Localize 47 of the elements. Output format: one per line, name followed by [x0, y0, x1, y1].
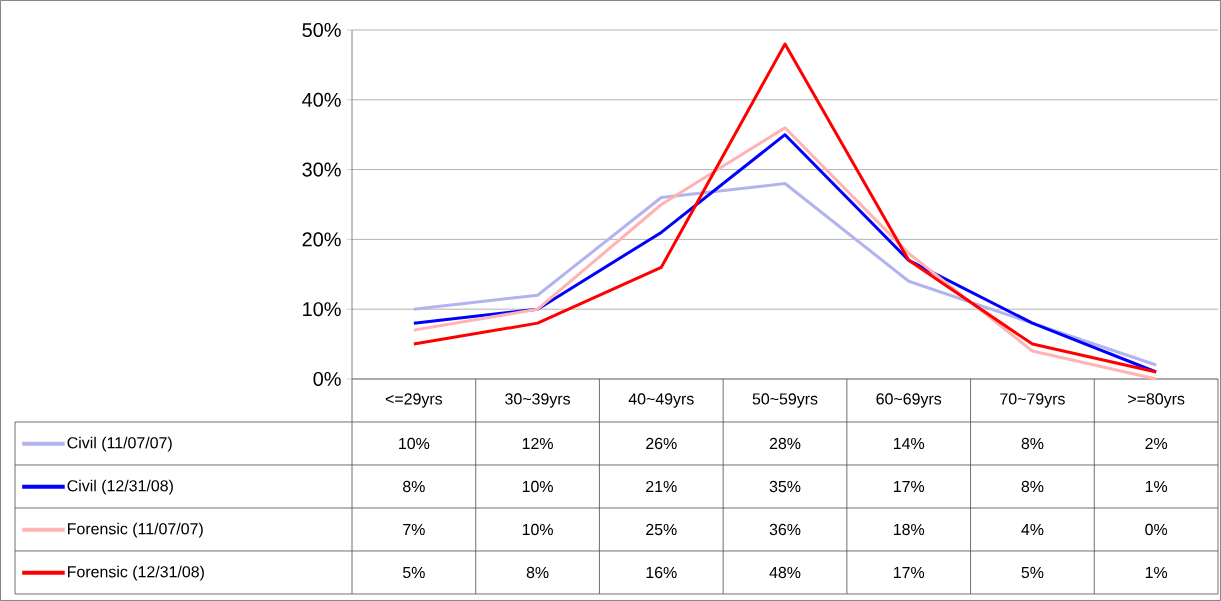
data-label: 10% [522, 480, 553, 493]
data-label: 28% [769, 437, 801, 450]
y-tick-label: 40% [302, 92, 341, 107]
data-label: 16% [646, 566, 677, 579]
data-label: 26% [646, 437, 677, 450]
data-label: 17% [893, 566, 925, 579]
data-label: 2% [1145, 437, 1168, 450]
data-label: 5% [1021, 566, 1044, 579]
data-label: 17% [893, 480, 925, 493]
data-label: 14% [893, 437, 925, 450]
data-label: 10% [522, 523, 553, 536]
data-label: 36% [769, 523, 801, 536]
data-label: 18% [893, 523, 925, 536]
legend-label: Civil (12/31/08) [67, 479, 173, 495]
legend-label: Civil (11/07/07) [67, 436, 172, 452]
data-label: 8% [403, 480, 425, 493]
data-label: 35% [769, 480, 801, 493]
y-tick-label: 30% [302, 162, 341, 177]
data-label: 10% [399, 437, 430, 450]
x-tick-label: 70~79yrs [1000, 393, 1065, 408]
line-series [412, 42, 1158, 374]
data-label: 8% [1021, 437, 1044, 450]
line-series [412, 182, 1158, 367]
x-tick-label: 60~69yrs [876, 393, 942, 408]
legend-label: Forensic (11/07/07) [68, 522, 203, 538]
data-label: 4% [1021, 523, 1044, 536]
legend-label: Forensic (12/31/08) [68, 565, 204, 581]
data-label: 1% [1145, 566, 1168, 579]
data-label: 1% [1145, 480, 1168, 493]
data-label: 0% [1145, 523, 1168, 536]
data-label: 8% [526, 566, 549, 579]
x-tick-label: 50~59yrs [752, 393, 818, 408]
x-tick-label: >=80yrs [1128, 393, 1185, 408]
data-label: 48% [769, 566, 801, 579]
data-label: 12% [522, 437, 553, 450]
data-label: 5% [402, 566, 425, 579]
y-tick-label: 10% [303, 302, 341, 317]
y-tick-label: 0% [313, 371, 341, 387]
x-tick-label: 30~39yrs [505, 393, 570, 408]
y-tick-label: 20% [302, 232, 341, 247]
data-label: 21% [646, 480, 677, 493]
data-label: 7% [403, 523, 425, 536]
x-tick-label: <=29yrs [385, 393, 443, 408]
data-label: 8% [1021, 480, 1044, 493]
data-label: 25% [646, 523, 677, 536]
x-tick-label: 40~49yrs [628, 393, 694, 408]
y-tick-label: 50% [302, 22, 341, 38]
